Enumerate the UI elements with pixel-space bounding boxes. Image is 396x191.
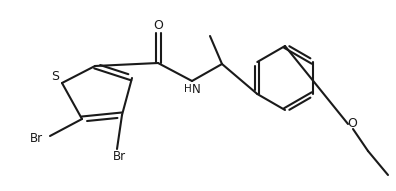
Text: H: H: [184, 84, 192, 94]
Text: O: O: [153, 19, 163, 32]
Text: Br: Br: [112, 151, 126, 163]
Text: S: S: [51, 70, 59, 83]
Text: Br: Br: [29, 131, 42, 145]
Text: O: O: [347, 117, 357, 129]
Text: N: N: [192, 83, 201, 96]
